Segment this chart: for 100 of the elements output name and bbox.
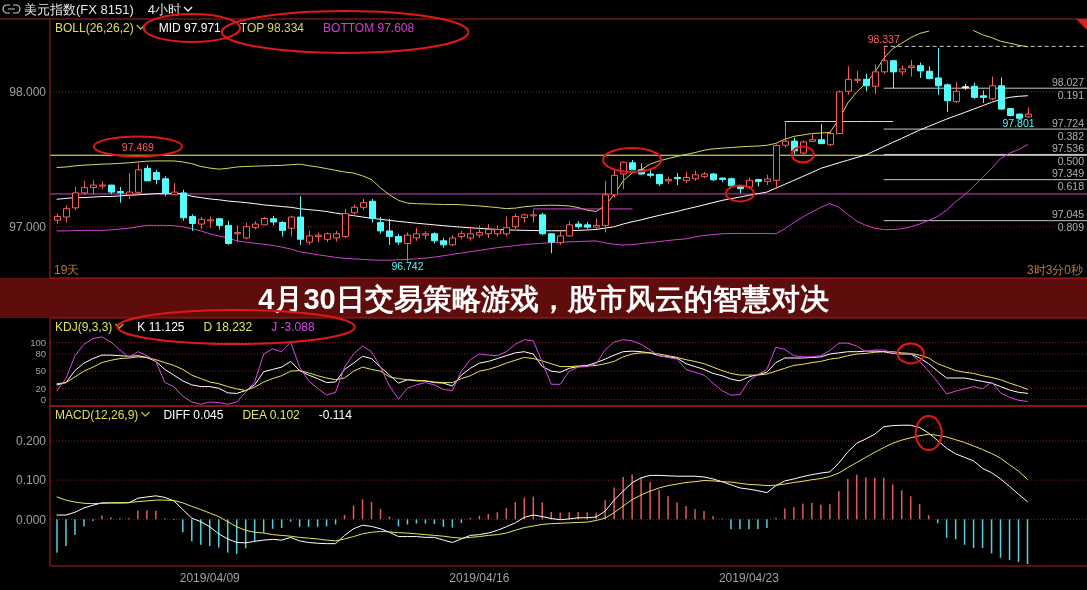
candlestick xyxy=(315,231,322,243)
text: DEA 0.102 xyxy=(242,408,301,422)
y-tick-label: 100 xyxy=(30,336,46,348)
annotation: 0.809 xyxy=(1057,221,1085,234)
annotation: 97.724 xyxy=(1051,116,1085,129)
candlestick xyxy=(557,230,564,246)
candlestick xyxy=(773,143,780,190)
candlestick xyxy=(261,216,268,226)
annotation: 3时3分0秒 xyxy=(1026,263,1083,277)
y-tick-label: 0.100 xyxy=(15,473,47,488)
candlestick xyxy=(953,81,960,104)
candlestick xyxy=(234,224,241,243)
candlestick xyxy=(989,76,996,101)
candlestick xyxy=(243,222,250,240)
x-tick-label: 2019/04/09 xyxy=(179,571,241,585)
candlestick xyxy=(566,220,573,238)
candlestick xyxy=(710,172,717,182)
candlestick xyxy=(872,64,879,95)
candlestick xyxy=(144,164,151,182)
candlestick xyxy=(827,131,834,147)
candlestick xyxy=(962,83,969,91)
text: 4小时 xyxy=(147,2,182,17)
text: TOP 98.334 xyxy=(239,21,305,35)
candlestick xyxy=(971,82,978,100)
annotation: 96.742 xyxy=(391,260,424,273)
annotation: 97.536 xyxy=(1051,141,1085,154)
y-tick-label: 98.000 xyxy=(9,85,47,100)
annotation: 97.045 xyxy=(1051,208,1085,221)
candlestick xyxy=(899,64,906,77)
candlestick xyxy=(854,70,861,84)
chart-subtitle: 美元指数(FX 8151) xyxy=(24,2,134,17)
candlestick xyxy=(449,234,456,247)
candlestick xyxy=(180,189,187,222)
candlestick xyxy=(72,186,79,211)
candlestick xyxy=(153,169,160,185)
candlestick xyxy=(530,209,537,224)
annotation: 97.469 xyxy=(121,141,155,154)
candlestick xyxy=(422,230,429,240)
candlestick xyxy=(719,177,726,183)
candlestick xyxy=(782,120,789,149)
candlestick xyxy=(755,178,762,187)
annotation: 97.349 xyxy=(1051,167,1085,180)
candlestick xyxy=(126,172,133,200)
candlestick xyxy=(413,227,420,242)
candlestick xyxy=(467,227,474,242)
y-tick-label: 50 xyxy=(35,365,46,377)
candlestick xyxy=(629,159,636,171)
candlestick xyxy=(117,186,124,204)
candlestick xyxy=(333,230,340,243)
candlestick xyxy=(225,220,232,246)
candlestick xyxy=(279,220,286,238)
candlestick xyxy=(135,162,142,196)
candlestick xyxy=(647,169,654,178)
candlestick xyxy=(656,174,663,187)
candlestick xyxy=(252,220,259,231)
candlestick xyxy=(908,59,915,78)
candlestick xyxy=(297,195,304,246)
candlestick xyxy=(890,60,897,89)
candlestick xyxy=(351,203,358,215)
candlestick xyxy=(665,176,672,185)
candlestick xyxy=(926,65,933,80)
line-series xyxy=(56,433,1029,542)
candlestick xyxy=(81,180,88,195)
text: DIFF 0.045 xyxy=(163,408,224,422)
annotation: 0.382 xyxy=(1057,129,1085,142)
candlestick xyxy=(207,215,214,229)
text: 4月30日交易策略游戏，股市风云的智慧对决 xyxy=(258,282,829,315)
candlestick xyxy=(1016,113,1023,120)
annotation: 0.618 xyxy=(1057,180,1085,193)
candlestick xyxy=(674,172,681,186)
candlestick xyxy=(216,218,223,231)
annotation: -0.114 xyxy=(318,408,353,422)
candlestick xyxy=(270,215,277,226)
annotation: 97.801 xyxy=(1002,117,1035,130)
y-tick-label: 97.000 xyxy=(9,219,47,234)
candlestick xyxy=(108,184,115,195)
candlestick xyxy=(935,47,942,96)
candlestick xyxy=(99,180,106,190)
candlestick xyxy=(63,204,70,224)
candlestick xyxy=(683,171,690,184)
candlestick xyxy=(980,89,987,104)
y-tick-label: 0.000 xyxy=(15,512,47,527)
candlestick xyxy=(584,221,591,230)
candlestick xyxy=(701,171,708,179)
annotation: 98.337 xyxy=(867,32,900,45)
text: D 18.232 xyxy=(203,320,253,334)
candlestick xyxy=(611,168,618,199)
candlestick xyxy=(395,233,402,246)
candlestick xyxy=(881,45,888,75)
candlestick xyxy=(944,82,951,113)
candlestick xyxy=(575,220,582,230)
candlestick xyxy=(90,179,97,195)
candlestick xyxy=(1007,107,1014,117)
line-series xyxy=(56,336,1029,405)
candlestick xyxy=(539,212,546,236)
candlestick xyxy=(306,230,313,246)
candlestick xyxy=(377,216,384,235)
annotation: 0.191 xyxy=(1057,88,1085,101)
candlestick xyxy=(458,230,465,240)
candlestick xyxy=(198,216,205,230)
